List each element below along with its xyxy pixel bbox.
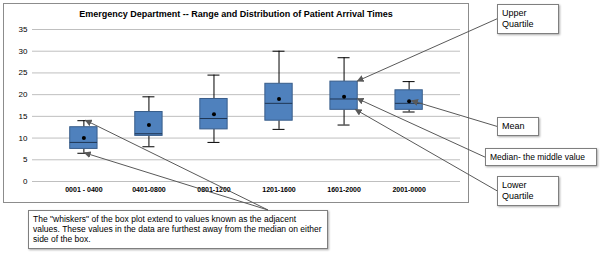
html-text:The "whiskers" of the box plot: The "whiskers" of the box plot extend to…	[33, 214, 322, 245]
svg-text:20: 20	[19, 90, 28, 99]
svg-text:2001-0000: 2001-0000	[392, 186, 426, 193]
svg-text:0001 - 0400: 0001 - 0400	[65, 186, 102, 193]
svg-text:1601-2000: 1601-2000	[327, 186, 361, 193]
html-text:Mean: Mean	[502, 121, 525, 131]
svg-text:5: 5	[23, 155, 28, 164]
html-text:Upper Quartile: Upper Quartile	[502, 8, 534, 29]
svg-text:25: 25	[19, 68, 28, 77]
svg-text:0801-1200: 0801-1200	[197, 186, 231, 193]
html-text:Emergency Department -- Range: Emergency Department -- Range and Distri…	[79, 9, 393, 19]
svg-text:0: 0	[23, 177, 28, 186]
svg-text:1201-1600: 1201-1600	[262, 186, 296, 193]
svg-text:35: 35	[19, 25, 28, 34]
svg-text:0401-0800: 0401-0800	[132, 186, 166, 193]
html-text:Median- the middle value: Median- the middle value	[490, 152, 585, 162]
html-text:Lower Quartile: Lower Quartile	[502, 180, 534, 201]
svg-text:15: 15	[19, 112, 28, 121]
svg-text:10: 10	[19, 134, 28, 143]
svg-text:30: 30	[19, 47, 28, 56]
